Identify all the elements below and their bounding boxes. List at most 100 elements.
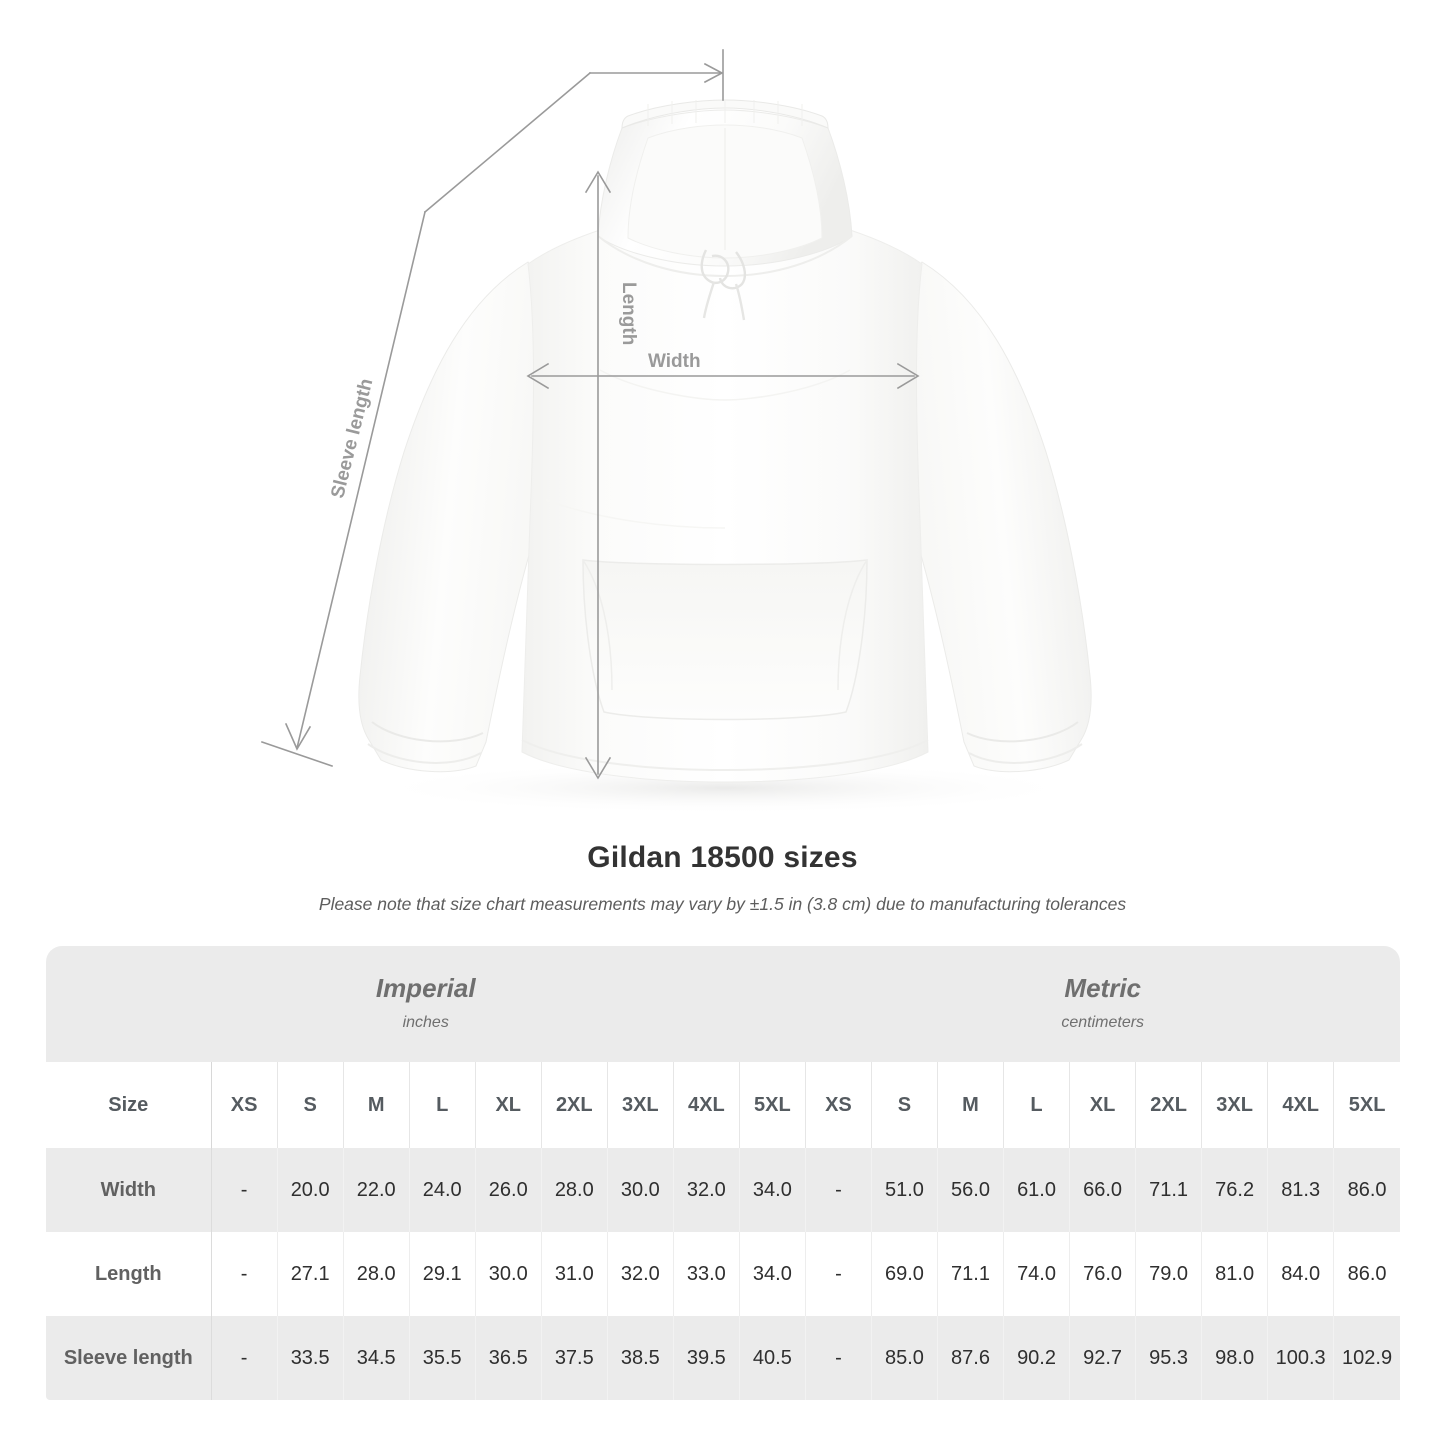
cell: 71.1: [1135, 1148, 1203, 1232]
width-line: [526, 362, 920, 390]
header-metric-s: S: [871, 1062, 938, 1148]
header-metric-3xl: 3XL: [1201, 1062, 1269, 1148]
cell: 85.0: [871, 1316, 938, 1400]
cell: 32.0: [607, 1232, 674, 1316]
header-imperial-5xl: 5XL: [739, 1062, 806, 1148]
cell: 84.0: [1267, 1232, 1335, 1316]
header-imperial-l: L: [409, 1062, 476, 1148]
cell: 95.3: [1135, 1316, 1203, 1400]
imperial-unit-cell: Imperial inches: [46, 946, 806, 1062]
cell: 100.3: [1267, 1316, 1335, 1400]
tolerance-note: Please note that size chart measurements…: [318, 894, 1127, 914]
cell: 36.5: [475, 1316, 542, 1400]
cell: 27.1: [277, 1232, 344, 1316]
cell: 81.3: [1267, 1148, 1335, 1232]
header-imperial-4xl: 4XL: [673, 1062, 740, 1148]
header-metric-xs: XS: [805, 1062, 872, 1148]
sleeve-length-line: [260, 211, 426, 768]
cell: 28.0: [541, 1148, 608, 1232]
cell: 79.0: [1135, 1232, 1203, 1316]
cell: 86.0: [1347, 1178, 1387, 1201]
cell: 61.0: [1003, 1148, 1071, 1232]
header-imperial-2xl: 2XL: [541, 1062, 608, 1148]
cell: -: [211, 1316, 278, 1400]
header-metric-l: L: [1003, 1062, 1071, 1148]
row-label-sleeve-length: Sleeve length: [46, 1316, 212, 1400]
cell: 30.0: [607, 1148, 674, 1232]
cell: 30.0: [475, 1232, 542, 1316]
cell: 38.5: [607, 1316, 674, 1400]
table-row: Width - 20.0 22.0 24.0 26.0 28.0 30.0 32…: [46, 1148, 1400, 1232]
header-metric-4xl: 4XL: [1267, 1062, 1335, 1148]
cell: 37.5: [541, 1316, 608, 1400]
cell: 29.1: [409, 1232, 476, 1316]
imperial-label: Imperial: [375, 973, 476, 1003]
cell: 76.2: [1201, 1148, 1269, 1232]
header-imperial-xs: XS: [211, 1062, 278, 1148]
unit-band-row: Imperial inches Metric centimeters: [46, 946, 1400, 1062]
cell: 40.5: [739, 1316, 806, 1400]
table-header-row: Size XS S M L XL 2XL 3XL 4XL 5XL XS S M …: [46, 1062, 1400, 1148]
measurement-annotations: Length Width Sleeve length: [260, 49, 920, 780]
sleeve-length-leader: [423, 49, 724, 214]
sleeve-length-label: Sleeve length: [327, 376, 377, 500]
metric-unit-cell: Metric centimeters: [805, 946, 1400, 1062]
header-imperial-xl: XL: [475, 1062, 542, 1148]
cell: 31.0: [541, 1232, 608, 1316]
imperial-sublabel: inches: [402, 1014, 449, 1031]
hoodie-measurement-diagram: Length Width Sleeve length: [260, 49, 1092, 814]
cell: 32.0: [673, 1148, 740, 1232]
cell: 71.1: [937, 1232, 1005, 1316]
cell: 81.0: [1201, 1232, 1269, 1316]
header-metric-xl: XL: [1069, 1062, 1137, 1148]
length-line: [584, 170, 612, 780]
table-row: Sleeve length - 33.5 34.5 35.5 36.5 37.5…: [46, 1316, 1400, 1400]
metric-label: Metric: [1064, 973, 1141, 1003]
cell: 24.0: [409, 1148, 476, 1232]
cell: 34.5: [343, 1316, 410, 1400]
cell: 22.0: [343, 1148, 410, 1232]
size-header-cell: Size: [46, 1062, 212, 1148]
cell: 102.9: [1342, 1346, 1393, 1369]
cell: 76.0: [1069, 1232, 1137, 1316]
width-label: Width: [648, 351, 701, 372]
cell: 26.0: [475, 1148, 542, 1232]
length-label: Length: [618, 282, 639, 345]
row-label-width: Width: [46, 1148, 212, 1232]
size-table: Imperial inches Metric centimeters Size …: [46, 946, 1400, 1400]
cell: 51.0: [871, 1148, 938, 1232]
cell: 92.7: [1069, 1316, 1137, 1400]
cell: 39.5: [673, 1316, 740, 1400]
size-chart-table: Imperial inches Metric centimeters Size …: [46, 946, 1400, 1400]
cell: 90.2: [1003, 1316, 1071, 1400]
chart-caption: Gildan 18500 sizes Please note that size…: [0, 838, 1445, 918]
header-metric-m: M: [937, 1062, 1005, 1148]
cell: 69.0: [871, 1232, 938, 1316]
cell: -: [805, 1232, 872, 1316]
cell: -: [805, 1316, 872, 1400]
cell: -: [211, 1148, 278, 1232]
cell: 35.5: [409, 1316, 476, 1400]
cell: 66.0: [1069, 1148, 1137, 1232]
cell: 28.0: [343, 1232, 410, 1316]
header-imperial-3xl: 3XL: [607, 1062, 674, 1148]
cell: 74.0: [1003, 1232, 1071, 1316]
header-imperial-m: M: [343, 1062, 410, 1148]
header-metric-2xl: 2XL: [1135, 1062, 1203, 1148]
cell: 33.5: [277, 1316, 344, 1400]
cell: 34.0: [739, 1232, 806, 1316]
cell: 34.0: [739, 1148, 806, 1232]
cell: 98.0: [1201, 1316, 1269, 1400]
cell: 87.6: [937, 1316, 1005, 1400]
hoodie-illustration: [358, 99, 1092, 814]
row-label-length: Length: [46, 1232, 212, 1316]
page-title: Gildan 18500 sizes: [587, 841, 858, 874]
cell: 20.0: [277, 1148, 344, 1232]
header-imperial-s: S: [277, 1062, 344, 1148]
cell: 56.0: [937, 1148, 1005, 1232]
metric-sublabel: centimeters: [1061, 1014, 1145, 1031]
header-metric-5xl: 5XL: [1348, 1093, 1386, 1116]
table-row: Length - 27.1 28.0 29.1 30.0 31.0 32.0 3…: [46, 1232, 1400, 1316]
cell: -: [211, 1232, 278, 1316]
cell: 86.0: [1347, 1262, 1387, 1285]
